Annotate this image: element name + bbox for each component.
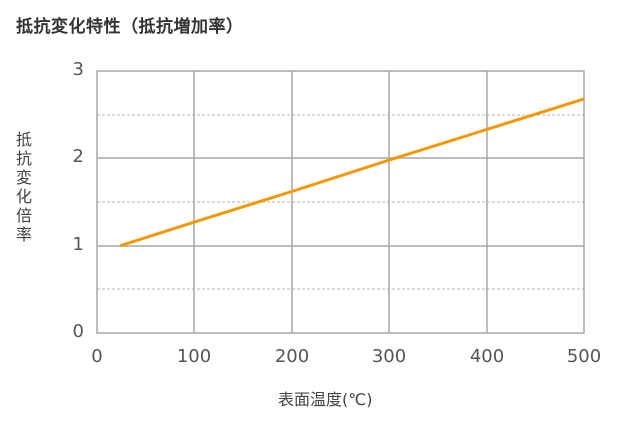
y-axis-label-char: 変 <box>15 168 32 187</box>
y-tick-0: 0 <box>72 321 84 342</box>
x-tick-200: 200 <box>274 346 310 367</box>
major-gridlines <box>97 71 584 333</box>
y-tick-3: 3 <box>72 59 84 80</box>
y-axis-label-char: 抗 <box>15 149 32 168</box>
x-tick-500: 500 <box>566 346 602 367</box>
y-tick-1: 1 <box>72 234 84 255</box>
chart-title: 抵抗変化特性（抵抗増加率） <box>16 17 244 37</box>
data-line <box>119 97 585 248</box>
y-axis-label-char: 化 <box>15 187 32 206</box>
y-axis-label-char: 抵 <box>15 130 32 149</box>
y-axis-label-char: 倍 <box>15 206 32 225</box>
x-tick-400: 400 <box>469 346 505 367</box>
y-tick-2: 2 <box>72 146 84 167</box>
x-tick-0: 0 <box>91 346 103 367</box>
y-axis-label: 抵 抗 変 化 倍 率 <box>14 130 34 244</box>
minor-gridlines <box>97 114 584 290</box>
x-axis-label: 表面温度(℃) <box>278 390 373 409</box>
x-tick-100: 100 <box>176 346 212 367</box>
x-tick-300: 300 <box>371 346 407 367</box>
y-axis-label-char: 率 <box>15 225 32 244</box>
plot-frame <box>96 70 585 334</box>
